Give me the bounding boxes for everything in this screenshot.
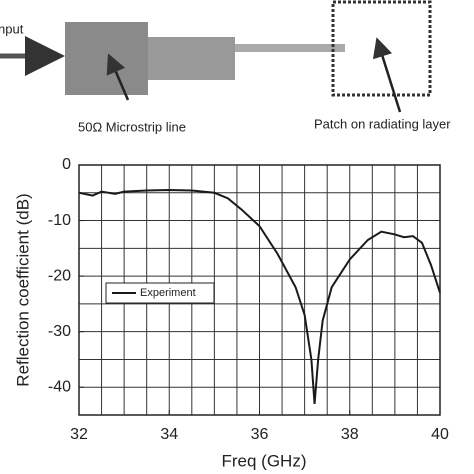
y-tick-label: -30 bbox=[48, 323, 71, 340]
y-axis-label: Reflection coefficient (dB) bbox=[13, 193, 32, 386]
y-tick-label: -10 bbox=[48, 212, 71, 229]
legend-box bbox=[105, 282, 215, 304]
microstrip-block bbox=[148, 37, 235, 80]
y-tick-label: -40 bbox=[48, 378, 71, 395]
y-tick-label: -20 bbox=[48, 267, 71, 284]
patch bbox=[331, 0, 432, 97]
x-tick-label: 32 bbox=[70, 426, 88, 443]
x-tick-label: 36 bbox=[251, 426, 269, 443]
patch-label: Patch on radiating layer bbox=[314, 116, 451, 131]
x-tick-label: 38 bbox=[341, 426, 359, 443]
pointer-arrow bbox=[106, 53, 130, 101]
input-label: nput bbox=[0, 21, 24, 36]
x-tick-label: 34 bbox=[160, 426, 178, 443]
x-axis-label: Freq (GHz) bbox=[222, 451, 307, 470]
line-label: 50Ω Microstrip line bbox=[78, 119, 186, 134]
pointer-arrow bbox=[372, 37, 402, 113]
plot-frame bbox=[78, 164, 441, 416]
x-tick-label: 40 bbox=[431, 426, 449, 443]
legend-label: Experiment bbox=[140, 287, 196, 299]
microstrip-line bbox=[235, 44, 345, 52]
feed-block bbox=[65, 22, 148, 95]
data-line bbox=[78, 188, 441, 404]
chart: Freq (GHz) Reflection coefficient (dB) 3… bbox=[13, 156, 449, 470]
y-tick-label: 0 bbox=[62, 156, 71, 173]
diagram: nput 50Ω Microstrip line Patch on radiat… bbox=[0, 0, 451, 134]
